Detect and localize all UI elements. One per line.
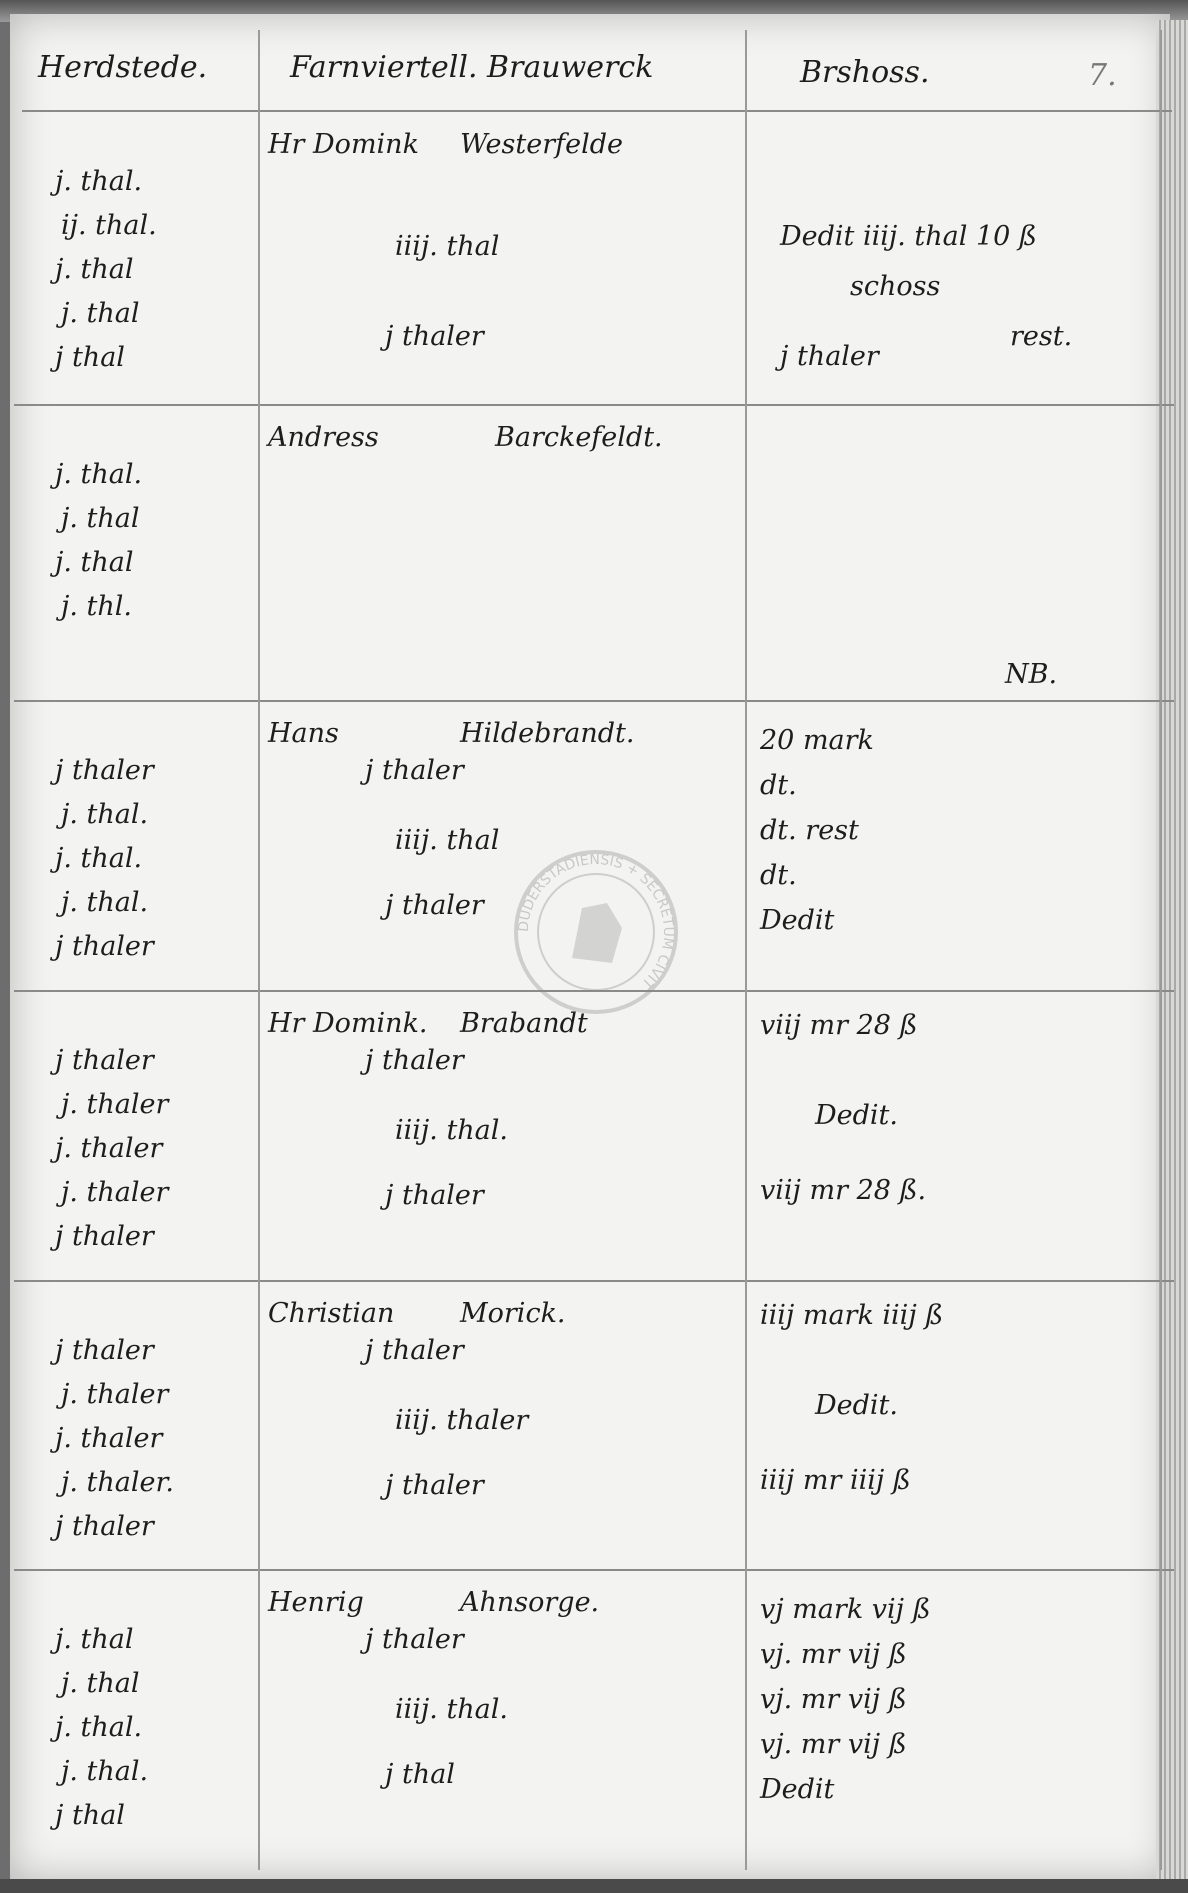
herdstede-entry: j. thal [55, 254, 134, 285]
brauwerck-entry: j thaler [365, 755, 464, 786]
row-divider [14, 1569, 1174, 1571]
header-herdstede: Herdstede. [38, 50, 208, 85]
brauwerck-entry: j thal [385, 1759, 455, 1790]
owner-first-name: Hr Domink [268, 129, 419, 160]
herdstede-entry: j thaler [55, 1221, 154, 1252]
brauwerck-entry: iiij. thaler [395, 1405, 529, 1436]
schoss-entry: vj mark vij ß [760, 1594, 931, 1625]
column-divider [745, 30, 747, 1870]
brauwerck-entry: iiij. thal [395, 231, 500, 262]
schoss-entry: dt. [760, 860, 797, 891]
herdstede-entry: j thal [55, 342, 125, 373]
row-divider [14, 404, 1174, 406]
owner-surname: Barckefeldt. [495, 422, 663, 453]
herdstede-entry: j. thal. [61, 1756, 149, 1787]
brauwerck-entry: j thaler [385, 1470, 484, 1501]
column-divider [1160, 30, 1162, 1870]
herdstede-entry: j. thal [55, 547, 134, 578]
brauwerck-entry: j thaler [385, 890, 484, 921]
owner-first-name: Hans [268, 718, 339, 749]
herdstede-entry: j thaler [55, 1335, 154, 1366]
brauwerck-entry: iiij. thal. [395, 1115, 508, 1146]
schoss-entry: vj. mr vij ß [760, 1639, 907, 1670]
header-schoss: Brshoss. [800, 55, 930, 90]
duderstadt-seal-stamp: DUDERSTADIENSIS + SECRETUM CIVIT [514, 850, 678, 1014]
page-number: 7. [1088, 58, 1117, 93]
herdstede-entry: j. thl. [61, 591, 132, 622]
row-divider [14, 990, 1174, 992]
herdstede-entry: j. thaler [61, 1177, 169, 1208]
schoss-entry: vj. mr vij ß [760, 1729, 907, 1760]
row-divider [14, 1280, 1174, 1282]
herdstede-entry: j thaler [55, 931, 154, 962]
schoss-entry: NB. [1005, 659, 1058, 690]
schoss-entry: iiij mark iiij ß [760, 1300, 944, 1331]
herdstede-entry: j. thal [61, 503, 140, 534]
column-divider [258, 30, 260, 1870]
schoss-entry: schoss [850, 271, 941, 302]
schoss-entry: viij mr 28 ß. [760, 1175, 927, 1206]
owner-first-name: Hr Domink. [268, 1008, 428, 1039]
brauwerck-entry: j thaler [385, 321, 484, 352]
herdstede-entry: j thaler [55, 1045, 154, 1076]
herdstede-entry: j. thaler [55, 1423, 163, 1454]
herdstede-entry: j thal [55, 1800, 125, 1831]
brauwerck-entry: j thaler [365, 1335, 464, 1366]
header-farnviertell: Farnviertell. Brauwerck [290, 50, 654, 85]
brauwerck-entry: iiij. thal [395, 825, 500, 856]
owner-surname: Ahnsorge. [460, 1587, 600, 1618]
brauwerck-entry: iiij. thal. [395, 1694, 508, 1725]
brauwerck-entry: j thaler [385, 1180, 484, 1211]
herdstede-entry: j. thal. [55, 166, 143, 197]
schoss-entry: j thaler [780, 341, 879, 372]
owner-first-name: Andress [268, 422, 379, 453]
row-divider [14, 700, 1174, 702]
herdstede-entry: j. thal. [61, 887, 149, 918]
brauwerck-entry: j thaler [365, 1624, 464, 1655]
header-rule [22, 110, 1172, 112]
herdstede-entry: ij. thal. [61, 210, 157, 241]
owner-surname: Morick. [460, 1298, 566, 1329]
owner-first-name: Henrig [268, 1587, 364, 1618]
owner-surname: Hildebrandt. [460, 718, 635, 749]
schoss-entry: viij mr 28 ß [760, 1010, 918, 1041]
schoss-entry: rest. [1010, 321, 1073, 352]
owner-surname: Westerfelde [460, 129, 623, 160]
schoss-entry: Dedit [760, 905, 835, 936]
owner-surname: Brabandt [460, 1008, 588, 1039]
herdstede-entry: j thaler [55, 1511, 154, 1542]
schoss-entry: iiij mr iiij ß [760, 1465, 911, 1496]
brauwerck-entry: j thaler [365, 1045, 464, 1076]
owner-first-name: Christian [268, 1298, 395, 1329]
herdstede-entry: j. thal. [55, 1712, 143, 1743]
schoss-entry: Dedit. [815, 1100, 898, 1131]
schoss-entry: vj. mr vij ß [760, 1684, 907, 1715]
herdstede-entry: j. thaler [61, 1089, 169, 1120]
schoss-entry: dt. [760, 770, 797, 801]
herdstede-entry: j. thaler [55, 1133, 163, 1164]
herdstede-entry: j. thal. [55, 459, 143, 490]
herdstede-entry: j. thal. [61, 799, 149, 830]
schoss-entry: 20 mark [760, 725, 874, 756]
herdstede-entry: j. thal. [55, 843, 143, 874]
herdstede-entry: j thaler [55, 755, 154, 786]
herdstede-entry: j. thaler. [61, 1467, 175, 1498]
herdstede-entry: j. thal [61, 1668, 140, 1699]
schoss-entry: Dedit [760, 1774, 835, 1805]
herdstede-entry: j. thal [55, 1624, 134, 1655]
herdstede-entry: j. thal [61, 298, 140, 329]
schoss-entry: dt. rest [760, 815, 859, 846]
herdstede-entry: j. thaler [61, 1379, 169, 1410]
book-bottom-edge [0, 1879, 1188, 1893]
schoss-entry: Dedit. [815, 1390, 898, 1421]
schoss-entry: Dedit iiij. thal 10 ß [780, 221, 1037, 252]
